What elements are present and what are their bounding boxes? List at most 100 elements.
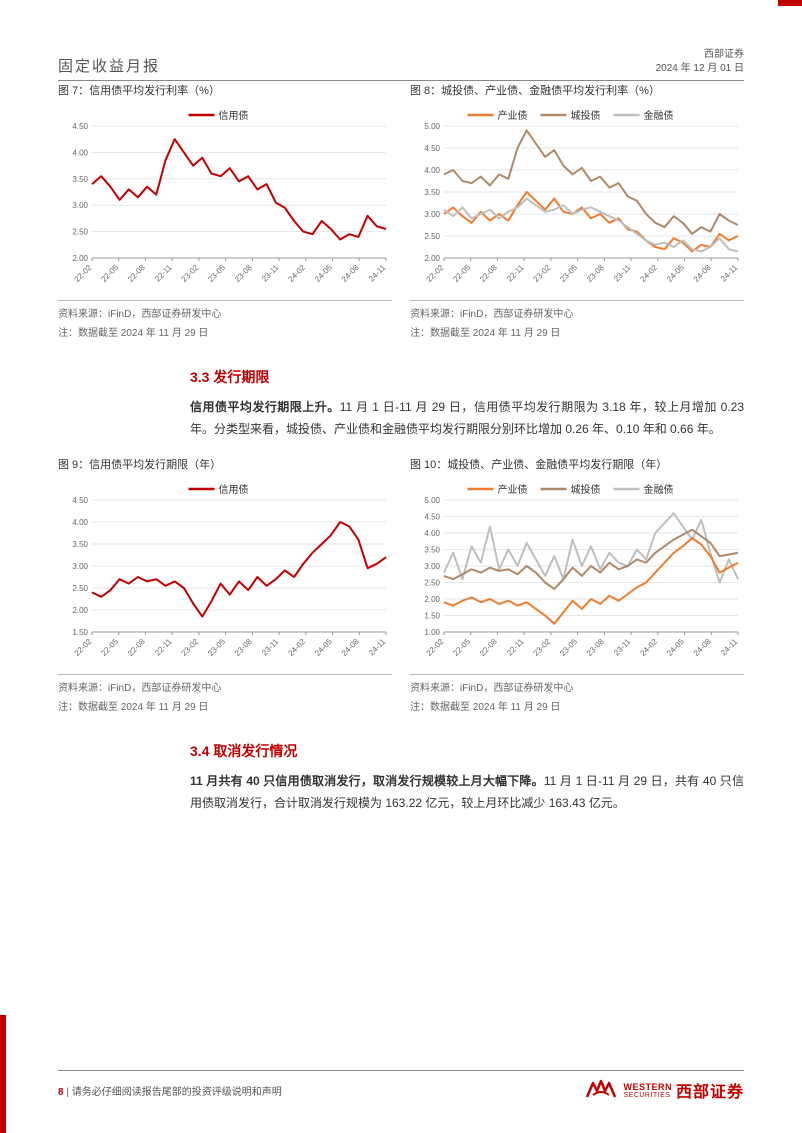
svg-text:4.50: 4.50 [72, 496, 88, 505]
chart-note: 注：数据截至 2024 年 11 月 29 日 [410, 324, 744, 339]
svg-text:22-02: 22-02 [425, 263, 446, 284]
bold-lead: 11 月共有 40 只信用债取消发行，取消发行规模较上月大幅下降。 [190, 774, 544, 788]
svg-text:23-11: 23-11 [260, 263, 281, 284]
svg-text:4.00: 4.00 [424, 529, 440, 538]
svg-text:2.50: 2.50 [72, 228, 88, 237]
svg-text:24-05: 24-05 [665, 637, 686, 658]
logo-text-block: WESTERN SECURITIES [623, 1082, 672, 1099]
svg-text:23-08: 23-08 [585, 637, 606, 658]
svg-text:22-08: 22-08 [126, 637, 147, 658]
svg-text:24-02: 24-02 [638, 263, 659, 284]
logo-en: WESTERN [623, 1082, 672, 1092]
chart-row-1: 图 7：信用债平均发行利率（%） 信用债 2.00 2.50 3.00 3.50 4.00… [58, 82, 744, 339]
svg-text:23-11: 23-11 [612, 263, 633, 284]
chart-title: 图 10：城投债、产业债、金融债平均发行期限（年） [410, 456, 744, 472]
main-content: 图 7：信用债平均发行利率（%） 信用债 2.00 2.50 3.00 3.50 4.00… [58, 82, 744, 830]
svg-text:23-11: 23-11 [260, 637, 281, 658]
svg-text:1.50: 1.50 [72, 628, 88, 637]
chart-source: 资料来源：iFinD，西部证券研发中心 [58, 674, 392, 694]
chart-source: 资料来源：iFinD，西部证券研发中心 [410, 674, 744, 694]
svg-text:23-02: 23-02 [531, 637, 552, 658]
chart-svg: 产业债城投债金融债2.002.503.003.504.004.505.0022-… [410, 104, 744, 294]
svg-text:23-02: 23-02 [179, 637, 200, 658]
svg-text:3.50: 3.50 [72, 175, 88, 184]
svg-text:22-11: 22-11 [153, 637, 174, 658]
svg-text:23-02: 23-02 [531, 263, 552, 284]
chart-note: 注：数据截至 2024 年 11 月 29 日 [410, 698, 744, 713]
page-footer: 8 | 请务必仔细阅读报告尾部的投资评级说明和声明 WESTERN SECURI… [58, 1070, 744, 1103]
svg-text:2.00: 2.00 [72, 254, 88, 263]
red-accent-top [778, 0, 802, 6]
svg-text:4.00: 4.00 [72, 518, 88, 527]
svg-text:2.00: 2.00 [424, 595, 440, 604]
chart-note: 注：数据截至 2024 年 11 月 29 日 [58, 698, 392, 713]
chart-title: 图 7：信用债平均发行利率（%） [58, 82, 392, 98]
svg-text:24-05: 24-05 [313, 637, 334, 658]
company-name: 西部证券 [656, 48, 744, 62]
svg-text:产业债: 产业债 [498, 483, 528, 496]
svg-text:23-11: 23-11 [612, 637, 633, 658]
svg-text:23-08: 23-08 [233, 637, 254, 658]
svg-text:22-08: 22-08 [478, 263, 499, 284]
svg-text:3.00: 3.00 [72, 201, 88, 210]
report-type: 固定收益月报 [58, 55, 160, 76]
svg-text:4.50: 4.50 [72, 122, 88, 131]
svg-text:2.50: 2.50 [424, 232, 440, 241]
svg-text:3.50: 3.50 [424, 546, 440, 555]
chart-source: 资料来源：iFinD，西部证券研发中心 [410, 300, 744, 320]
svg-text:23-05: 23-05 [206, 263, 227, 284]
svg-text:2.50: 2.50 [72, 584, 88, 593]
chart-7: 图 7：信用债平均发行利率（%） 信用债2.002.503.003.504.00… [58, 82, 392, 339]
svg-text:24-11: 24-11 [719, 637, 740, 658]
chart-row-2: 图 9：信用债平均发行期限（年） 信用债1.502.002.503.003.50… [58, 456, 744, 713]
svg-text:金融债: 金融债 [644, 109, 674, 122]
svg-text:24-11: 24-11 [719, 263, 740, 284]
svg-text:22-05: 22-05 [451, 637, 472, 658]
svg-text:22-02: 22-02 [73, 637, 94, 658]
chart-svg: 产业债城投债金融债1.001.502.002.503.003.504.004.5… [410, 478, 744, 668]
report-date: 2024 年 12 月 01 日 [656, 62, 744, 76]
footer-disclaimer: 请务必仔细阅读报告尾部的投资评级说明和声明 [72, 1087, 282, 1098]
svg-text:22-02: 22-02 [73, 263, 94, 284]
svg-text:4.00: 4.00 [424, 166, 440, 175]
chart-svg: 信用债2.002.503.003.504.004.5022-0222-0522-… [58, 104, 392, 294]
svg-text:22-11: 22-11 [153, 263, 174, 284]
svg-text:金融债: 金融债 [644, 483, 674, 496]
svg-text:城投债: 城投债 [571, 109, 601, 122]
footer-left: 8 | 请务必仔细阅读报告尾部的投资评级说明和声明 [58, 1083, 282, 1098]
svg-text:24-02: 24-02 [286, 263, 307, 284]
svg-text:22-02: 22-02 [425, 637, 446, 658]
svg-text:4.50: 4.50 [424, 513, 440, 522]
svg-text:2.50: 2.50 [424, 579, 440, 588]
logo-cn: 西部证券 [676, 1078, 744, 1102]
svg-text:22-05: 22-05 [99, 637, 120, 658]
section-3-4-head: 3.4 取消发行情况 [190, 741, 744, 761]
svg-text:2.00: 2.00 [72, 606, 88, 615]
svg-text:23-02: 23-02 [179, 263, 200, 284]
chart-10: 图 10：城投债、产业债、金融债平均发行期限（年） 产业债城投债金融债1.001… [410, 456, 744, 713]
svg-text:2.00: 2.00 [424, 254, 440, 263]
svg-text:24-05: 24-05 [665, 263, 686, 284]
svg-text:24-08: 24-08 [340, 263, 361, 284]
svg-text:3.50: 3.50 [72, 540, 88, 549]
svg-text:3.50: 3.50 [424, 188, 440, 197]
svg-text:24-08: 24-08 [692, 637, 713, 658]
svg-text:23-05: 23-05 [206, 637, 227, 658]
svg-text:23-08: 23-08 [233, 263, 254, 284]
logo-icon [583, 1077, 619, 1103]
svg-text:22-08: 22-08 [126, 263, 147, 284]
svg-text:24-02: 24-02 [638, 637, 659, 658]
svg-text:3.00: 3.00 [424, 562, 440, 571]
svg-text:5.00: 5.00 [424, 496, 440, 505]
svg-text:3.00: 3.00 [424, 210, 440, 219]
section-3-3-head: 3.3 发行期限 [190, 367, 744, 387]
svg-text:22-11: 22-11 [505, 637, 526, 658]
svg-text:23-08: 23-08 [585, 263, 606, 284]
section-3-3-body: 信用债平均发行期限上升。11 月 1 日-11 月 29 日，信用债平均发行期限… [190, 397, 744, 440]
svg-text:24-08: 24-08 [340, 637, 361, 658]
page-number: 8 [58, 1087, 64, 1098]
svg-text:22-11: 22-11 [505, 263, 526, 284]
chart-source: 资料来源：iFinD，西部证券研发中心 [58, 300, 392, 320]
chart-title: 图 9：信用债平均发行期限（年） [58, 456, 392, 472]
svg-text:信用债: 信用债 [219, 109, 249, 122]
